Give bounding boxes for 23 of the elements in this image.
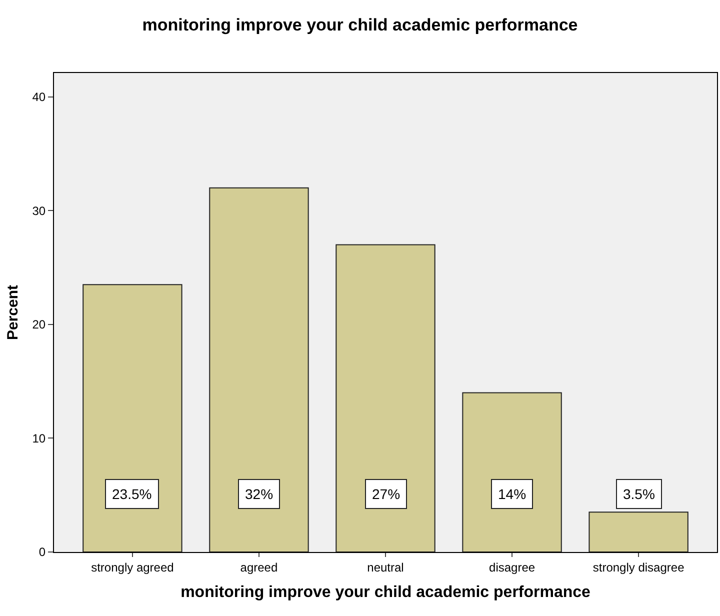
x-axis-title: monitoring improve your child academic performance xyxy=(180,584,591,602)
y-tick-label: 20 xyxy=(32,318,46,332)
y-tick-label: 30 xyxy=(32,204,46,218)
y-axis-title: Percent xyxy=(4,284,22,340)
bar xyxy=(336,244,436,552)
x-tick-label: strongly agreed xyxy=(91,560,174,574)
data-label: 3.5% xyxy=(623,486,655,502)
bar xyxy=(209,187,309,552)
x-tick-label: neutral xyxy=(367,560,404,574)
x-tick-label: agreed xyxy=(240,560,278,574)
data-label: 32% xyxy=(245,486,274,502)
x-tick-label: strongly disagree xyxy=(592,560,685,574)
data-label: 23.5% xyxy=(112,486,152,502)
chart-title: monitoring improve your child academic performance xyxy=(142,15,578,34)
y-tick-label: 0 xyxy=(38,545,46,560)
x-tick-label: disagree xyxy=(489,560,536,574)
bar xyxy=(82,284,182,552)
y-tick-label: 40 xyxy=(32,90,46,104)
y-tick-label: 10 xyxy=(32,431,46,446)
data-label: 27% xyxy=(372,486,400,502)
data-label: 14% xyxy=(498,486,526,502)
bar xyxy=(462,392,562,552)
bar xyxy=(588,512,688,552)
